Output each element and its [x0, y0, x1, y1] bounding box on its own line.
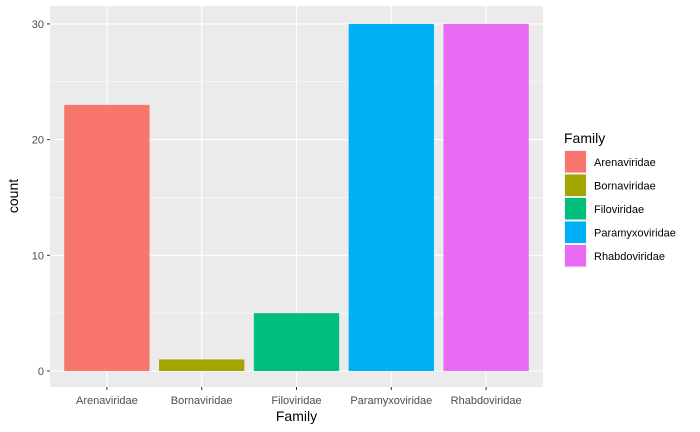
legend-label: Arenaviridae — [594, 157, 656, 169]
legend-key-swatch — [565, 221, 586, 243]
x-tick-label: Bornaviridae — [171, 395, 233, 407]
legend-key-swatch — [565, 245, 586, 267]
legend-key-swatch — [565, 198, 586, 220]
x-tick-label: Paramyxoviridae — [350, 395, 432, 407]
x-tick-label: Filoviridae — [271, 395, 321, 407]
bar-rhabdoviridae — [443, 23, 529, 372]
legend-label: Bornaviridae — [594, 180, 656, 192]
bar-arenaviridae — [64, 104, 150, 371]
bars — [64, 23, 529, 372]
y-tick-label: 10 — [32, 250, 44, 262]
y-axis: 0 10 20 30 — [32, 19, 50, 378]
legend-title: Family — [564, 130, 605, 146]
y-tick-label: 0 — [38, 366, 44, 378]
legend: Family Arenaviridae Bornaviridae Filovirid… — [564, 130, 676, 268]
legend-label: Filoviridae — [594, 204, 644, 216]
bar-bornaviridae — [159, 359, 245, 371]
bar-filoviridae — [253, 313, 340, 371]
legend-label: Paramyxoviridae — [594, 227, 676, 239]
x-axis: Arenaviridae Bornaviridae Filoviridae Param… — [76, 387, 522, 407]
bar-paramyxoviridae — [348, 23, 434, 372]
legend-label: Rhabdoviridae — [594, 251, 665, 263]
y-tick-label: 30 — [32, 19, 44, 31]
y-tick-label: 20 — [32, 135, 44, 147]
y-axis-title: count — [5, 179, 21, 213]
legend-key-swatch — [565, 151, 586, 173]
x-tick-label: Arenaviridae — [76, 395, 138, 407]
legend-key-swatch — [565, 174, 586, 196]
x-tick-label: Rhabdoviridae — [451, 395, 522, 407]
x-axis-title: Family — [276, 408, 317, 424]
